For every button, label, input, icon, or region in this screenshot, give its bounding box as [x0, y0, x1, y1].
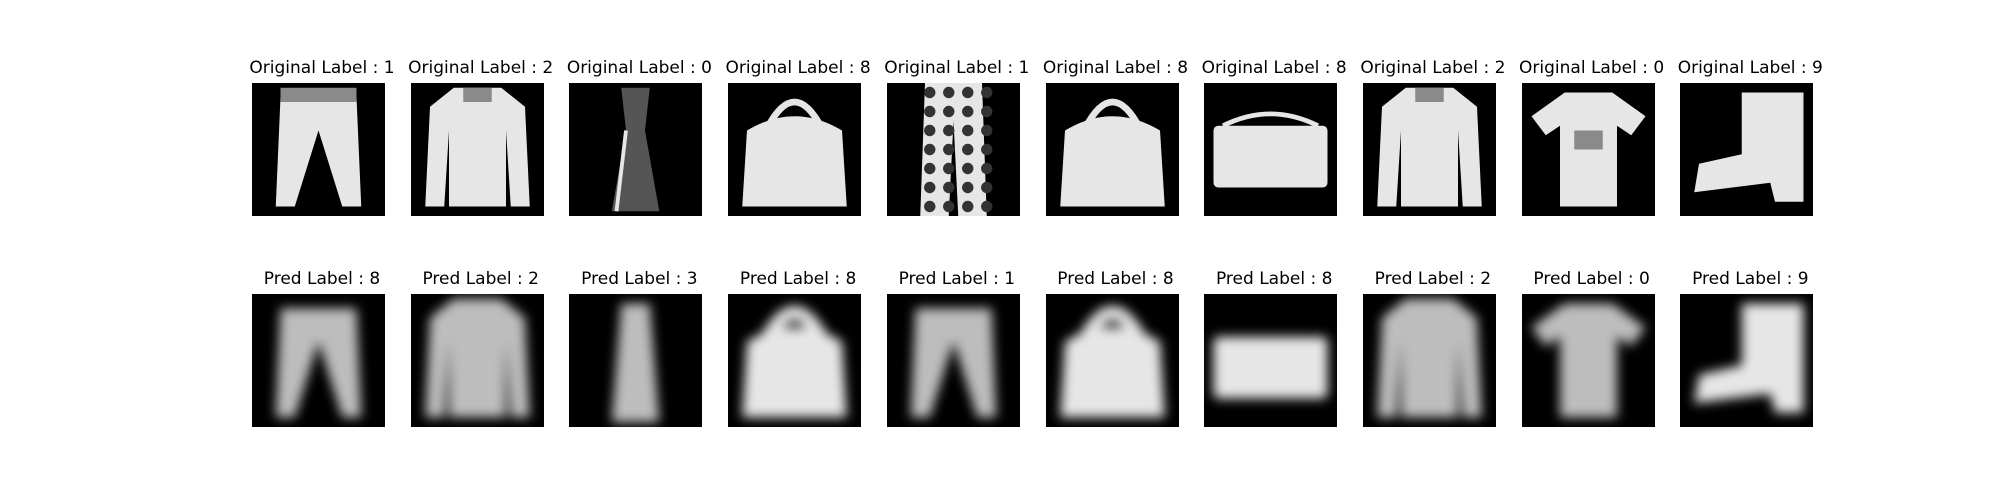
- pred-label: Pred Label : 1: [898, 269, 1016, 289]
- bag-flat-icon: [1204, 294, 1338, 427]
- bag-icon: [728, 83, 862, 216]
- pred-label: Pred Label : 2: [422, 269, 539, 289]
- bag-icon: [1045, 294, 1179, 427]
- original-label: Original Label : 2: [408, 58, 554, 78]
- bag-flat-icon: [1204, 83, 1338, 216]
- pullover-icon: [1362, 294, 1496, 427]
- pullover-icon: [410, 83, 544, 216]
- bag-icon: [1045, 83, 1179, 216]
- original-label: Original Label : 0: [566, 58, 712, 78]
- original-label: Original Label : 1: [884, 58, 1030, 78]
- original-label: Original Label : 0: [1519, 58, 1665, 78]
- original-label: Original Label : 1: [249, 58, 395, 78]
- tshirt-icon: [1521, 83, 1655, 216]
- bag-icon: [728, 294, 862, 427]
- original-label: Original Label : 8: [1042, 58, 1189, 78]
- trousers-icon: [886, 294, 1020, 427]
- trousers-patterned-icon: [886, 83, 1020, 216]
- trousers-icon: [252, 83, 385, 216]
- pullover-icon: [410, 294, 544, 427]
- ankle-boot-icon: [1680, 294, 1814, 427]
- original-label: Original Label : 9: [1677, 58, 1823, 78]
- pred-label: Pred Label : 8: [1215, 269, 1333, 289]
- trousers-icon: [252, 294, 385, 427]
- dress-icon: [569, 294, 703, 427]
- pred-label: Pred Label : 8: [739, 269, 857, 289]
- pullover-icon: [1362, 83, 1496, 216]
- tshirt-icon: [1521, 294, 1655, 427]
- pred-label: Pred Label : 8: [263, 269, 381, 289]
- original-label: Original Label : 8: [1201, 58, 1347, 78]
- pred-label: Pred Label : 8: [1057, 269, 1174, 289]
- original-label: Original Label : 8: [725, 58, 871, 78]
- pred-label: Pred Label : 2: [1374, 269, 1492, 289]
- dress-icon: [569, 83, 703, 216]
- pred-label: Pred Label : 9: [1692, 269, 1809, 289]
- original-label: Original Label : 2: [1360, 58, 1506, 78]
- ankle-boot-icon: [1680, 83, 1814, 216]
- pred-label: Pred Label : 0: [1533, 269, 1650, 289]
- pred-label: Pred Label : 3: [581, 269, 698, 289]
